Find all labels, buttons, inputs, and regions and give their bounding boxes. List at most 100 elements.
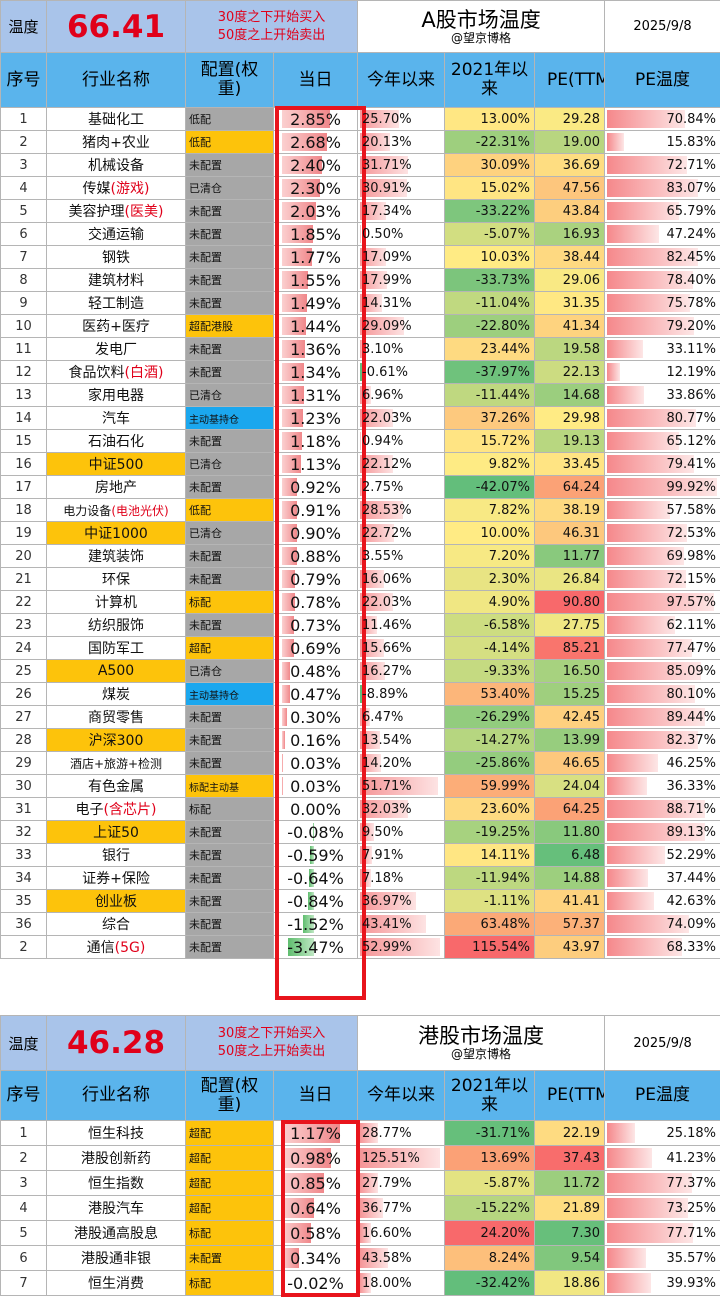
ytd-change-value: 14.31% — [362, 295, 412, 311]
ytd-change-cell: 29.09% — [357, 314, 446, 338]
row-index: 29 — [0, 751, 47, 775]
allocation-cell: 未配置 — [185, 1245, 274, 1271]
pe-temperature-cell: 12.19% — [604, 360, 720, 384]
since-2021-cell: 10.03% — [444, 245, 536, 269]
industry-name: 上证50 — [93, 825, 139, 841]
day-change-cell: 2.85% — [272, 107, 359, 131]
day-change-bar — [282, 731, 285, 749]
industry-name-cell: 交通运输 — [46, 222, 186, 246]
allocation-cell: 未配置 — [185, 843, 274, 867]
day-change-cell: 0.03% — [272, 751, 359, 775]
day-change-bar — [282, 616, 295, 634]
ytd-change-bar — [360, 777, 439, 795]
day-change-cell: 0.73% — [272, 613, 359, 637]
row-index: 27 — [0, 705, 47, 729]
pe-ttm-cell: 27.75 — [534, 613, 606, 637]
pe-ttm-cell: 15.25 — [534, 682, 606, 706]
allocation-cell: 未配置 — [185, 751, 274, 775]
day-change-cell: 0.16% — [272, 728, 359, 752]
pe-temperature-cell: 46.25% — [604, 751, 720, 775]
ytd-change-value: 16.06% — [362, 571, 412, 587]
pe-temperature-bar — [607, 800, 705, 818]
ytd-change-value: 28.77% — [362, 1125, 412, 1141]
day-change-cell: 0.88% — [272, 544, 359, 568]
table-row: 11 发电厂 未配置 1.36% 3.10% 23.44% 19.58 33.11% — [0, 337, 720, 361]
note-buy: 30度之下开始买入 — [217, 9, 326, 25]
table-row: 23 纺织服饰 未配置 0.73% 11.46% -6.58% 27.75 62.11% — [0, 613, 720, 637]
industry-name: 轻工制造 — [88, 296, 144, 312]
since-2021-cell: -33.22% — [444, 199, 536, 223]
day-change-bar — [282, 662, 291, 680]
allocation-cell: 未配置 — [185, 567, 274, 591]
pe-temperature-value: 70.84% — [666, 111, 717, 127]
industry-name-cell: 电力设备(电池光伏) — [46, 498, 186, 522]
table-row: 31 电子(含芯片) 标配 0.00% 32.03% 23.60% 64.25 88.71% — [0, 797, 720, 821]
day-change-value: 0.64% — [290, 1198, 341, 1218]
row-index: 6 — [0, 1245, 47, 1271]
pe-temperature-value: 79.20% — [666, 318, 717, 334]
pe-temperature-bar — [607, 662, 701, 680]
ytd-change-cell: 20.13% — [357, 130, 446, 154]
ytd-change-value: 0.50% — [362, 226, 404, 242]
table-row: 5 港股通高股息 标配 0.58% 16.60% 24.20% 7.30 77.71% — [0, 1220, 720, 1246]
strategy-note: 30度之下开始买入 50度之上开始卖出 — [184, 1015, 359, 1071]
row-index: 7 — [0, 245, 47, 269]
since-2021-cell: 10.00% — [444, 521, 536, 545]
pe-temperature-cell: 75.78% — [604, 291, 720, 315]
row-index: 9 — [0, 291, 47, 315]
since-2021-cell: 24.20% — [444, 1220, 536, 1246]
ytd-change-value: 17.09% — [362, 249, 412, 265]
pe-temperature-cell: 68.33% — [604, 935, 720, 959]
table-row: 3 机械设备 未配置 2.40% 31.71% 30.09% 36.69 72.71% — [0, 153, 720, 177]
pe-ttm-cell: 7.30 — [534, 1220, 606, 1246]
note-sell: 50度之上开始卖出 — [217, 1044, 326, 1059]
pe-temperature-bar — [607, 179, 699, 197]
ytd-change-cell: 31.71% — [357, 153, 446, 177]
ytd-change-value: 22.12% — [362, 456, 412, 472]
day-change-value: -3.47% — [287, 937, 344, 957]
pe-temperature-bar — [607, 225, 659, 243]
row-index: 13 — [0, 383, 47, 407]
pe-temperature-bar — [607, 363, 621, 381]
day-change-value: 1.34% — [290, 362, 341, 382]
day-change-bar — [282, 708, 287, 726]
allocation-cell: 未配置 — [185, 866, 274, 890]
pe-temperature-value: 57.58% — [666, 502, 717, 518]
pe-temperature-cell: 97.57% — [604, 590, 720, 614]
ytd-change-cell: 2.75% — [357, 475, 446, 499]
since-2021-cell: 115.54% — [444, 935, 536, 959]
header-pe: PE(TTM) — [534, 1070, 606, 1121]
ytd-change-cell: 16.27% — [357, 659, 446, 683]
pe-temperature-value: 52.29% — [666, 847, 717, 863]
day-change-bar — [309, 846, 314, 864]
since-2021-cell: 4.90% — [444, 590, 536, 614]
pe-temperature-cell: 85.09% — [604, 659, 720, 683]
table-row: 15 石油石化 未配置 1.18% 0.94% 15.72% 19.13 65.12% — [0, 429, 720, 453]
industry-name: 港股创新药 — [81, 1151, 151, 1167]
pe-temperature-value: 68.33% — [666, 939, 717, 955]
ytd-change-value: 18.00% — [362, 1275, 412, 1291]
pe-ttm-cell: 19.00 — [534, 130, 606, 154]
pe-ttm-cell: 42.45 — [534, 705, 606, 729]
note-sell: 50度之上开始卖出 — [217, 27, 326, 43]
allocation-cell: 未配置 — [185, 613, 274, 637]
day-change-bar — [282, 294, 307, 312]
row-index: 18 — [0, 498, 47, 522]
row-index: 30 — [0, 774, 47, 798]
pe-temperature-value: 82.37% — [666, 732, 717, 748]
since-2021-cell: -5.87% — [444, 1170, 536, 1196]
ytd-change-cell: 27.79% — [357, 1170, 446, 1196]
day-change-value: 0.03% — [290, 776, 341, 796]
day-change-value: 0.48% — [290, 661, 341, 681]
pe-temperature-bar — [607, 593, 715, 611]
row-index: 19 — [0, 521, 47, 545]
day-change-value: 2.03% — [290, 201, 341, 221]
day-change-bar — [282, 1148, 331, 1168]
industry-name: 电子 — [75, 802, 104, 818]
pe-temperature-bar — [607, 455, 695, 473]
day-change-value: 0.03% — [290, 753, 341, 773]
pe-temperature-bar — [607, 248, 698, 266]
day-change-value: 0.78% — [290, 592, 341, 612]
date-label: 2025/9/8 — [604, 0, 720, 53]
pe-temperature-bar — [607, 639, 693, 657]
